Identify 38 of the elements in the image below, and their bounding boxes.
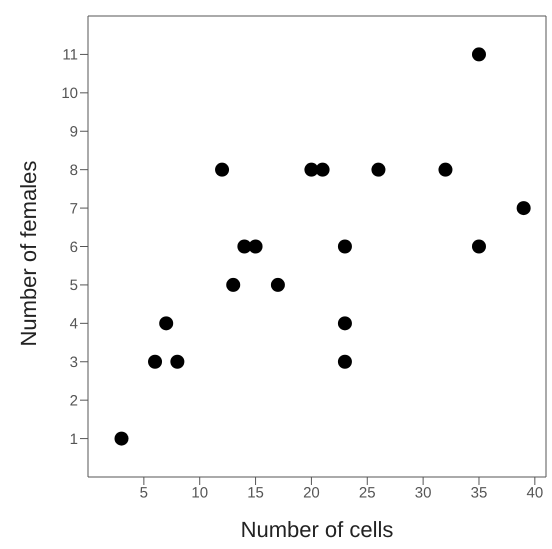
x-axis-title: Number of cells xyxy=(240,517,394,542)
y-tick-label: 11 xyxy=(62,46,78,64)
y-tick-label: 8 xyxy=(70,162,78,179)
y-tick-label: 9 xyxy=(70,124,78,141)
point xyxy=(114,432,129,446)
point xyxy=(338,354,352,369)
point xyxy=(316,162,330,177)
y-axis-title: Number of females xyxy=(16,160,41,346)
point xyxy=(438,162,452,177)
y-tick-label: 10 xyxy=(61,85,78,102)
point xyxy=(472,47,486,62)
y-tick-label: 5 xyxy=(70,277,78,294)
x-tick-label: 20 xyxy=(303,484,320,502)
y-tick-label: 6 xyxy=(70,238,78,256)
point xyxy=(226,278,240,292)
point xyxy=(170,354,184,369)
y-tick-label: 7 xyxy=(70,200,78,218)
point xyxy=(148,354,162,369)
y-tick-label: 3 xyxy=(70,354,78,372)
y-tick-label: 2 xyxy=(70,392,78,410)
x-tick-label: 25 xyxy=(358,484,376,502)
point xyxy=(338,316,352,330)
point xyxy=(338,240,352,254)
x-tick-label: 10 xyxy=(191,484,208,502)
x-tick-label: 15 xyxy=(247,484,264,502)
x-tick-label: 30 xyxy=(414,484,432,502)
point xyxy=(215,162,230,177)
point xyxy=(371,162,386,177)
x-tick-label: 35 xyxy=(470,484,488,502)
point xyxy=(159,316,174,330)
y-tick-label: 4 xyxy=(70,316,78,333)
point xyxy=(516,201,531,216)
point xyxy=(472,240,486,254)
x-tick-label: 40 xyxy=(526,484,544,502)
y-tick-label: 1 xyxy=(70,430,78,448)
point xyxy=(248,240,263,254)
point xyxy=(270,278,285,292)
x-tick-label: 5 xyxy=(140,484,148,502)
